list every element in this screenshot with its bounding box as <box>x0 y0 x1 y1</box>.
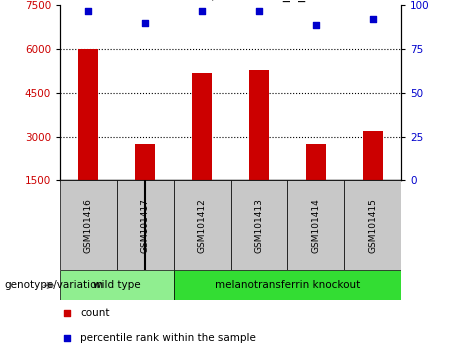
Text: GSM101415: GSM101415 <box>368 198 377 253</box>
Text: percentile rank within the sample: percentile rank within the sample <box>80 333 256 343</box>
Text: GSM101412: GSM101412 <box>198 198 207 253</box>
Point <box>198 8 206 13</box>
Bar <box>174 181 230 270</box>
Point <box>63 310 71 316</box>
Bar <box>174 270 401 301</box>
Bar <box>135 144 155 181</box>
Title: GDS1964 / 1438988_x_at: GDS1964 / 1438988_x_at <box>142 0 319 2</box>
Point <box>255 8 263 13</box>
Point <box>63 335 71 341</box>
Bar <box>117 181 174 270</box>
Text: GSM101417: GSM101417 <box>141 198 150 253</box>
Bar <box>344 181 401 270</box>
Bar <box>306 144 326 181</box>
Point <box>142 20 149 26</box>
Bar <box>192 73 212 181</box>
Point <box>85 8 92 13</box>
Bar <box>78 48 98 181</box>
Bar <box>60 270 174 301</box>
Text: GSM101416: GSM101416 <box>84 198 93 253</box>
Text: GSM101413: GSM101413 <box>254 198 263 253</box>
Bar <box>230 181 287 270</box>
Text: wild type: wild type <box>93 280 141 291</box>
Text: count: count <box>80 308 110 318</box>
Text: melanotransferrin knockout: melanotransferrin knockout <box>215 280 360 291</box>
Text: genotype/variation: genotype/variation <box>5 280 104 291</box>
Bar <box>363 131 383 181</box>
Point <box>312 22 319 28</box>
Bar <box>249 70 269 181</box>
Point <box>369 17 376 22</box>
Bar <box>287 181 344 270</box>
Text: GSM101414: GSM101414 <box>311 198 320 253</box>
Bar <box>60 181 117 270</box>
